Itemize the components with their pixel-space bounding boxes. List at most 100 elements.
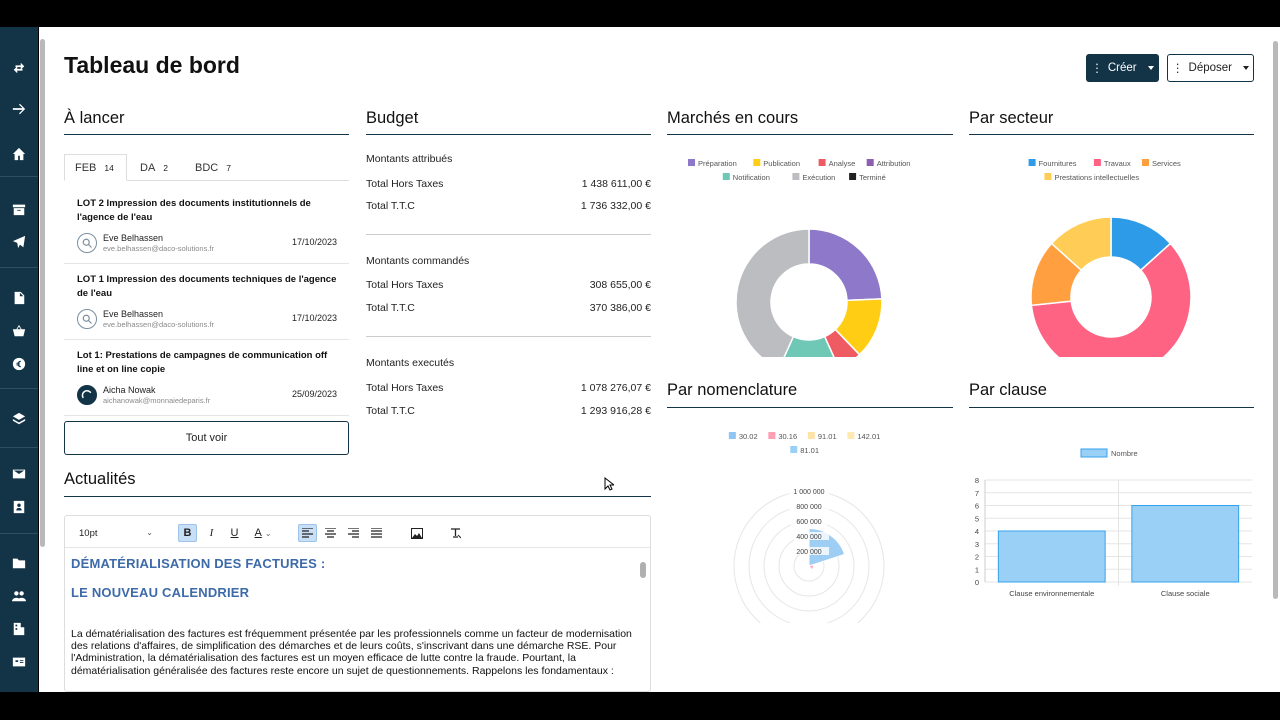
budget-row: Total Hors Taxes 1 438 611,00 € (366, 178, 651, 190)
legend-item-notification[interactable]: Notification (722, 173, 770, 182)
tab-bdc[interactable]: BDC 7 (185, 154, 241, 181)
legend-item-attribution[interactable]: Attribution (866, 159, 911, 168)
mail-check-icon[interactable] (9, 464, 29, 484)
bar-clause-environnementale[interactable] (997, 530, 1106, 583)
list-item[interactable]: LOT 2 Impression des documents instituti… (77, 197, 337, 259)
create-button[interactable]: ⋮ Créer (1086, 54, 1159, 82)
home-icon[interactable] (9, 144, 29, 164)
list-item[interactable]: LOT 1 Impression des documents technique… (77, 273, 337, 335)
section-title-news: Actualités (64, 470, 136, 488)
legend-item-nombre[interactable]: Nombre (1080, 448, 1138, 458)
legend-item-81-01[interactable]: 81.01 (790, 446, 819, 455)
section-title-budget: Budget (366, 109, 419, 127)
legend-item-91-01[interactable]: 91.01 (807, 432, 837, 441)
lot-title[interactable]: LOT 2 Impression des documents instituti… (77, 198, 311, 223)
bar-clause-sociale[interactable] (1131, 505, 1240, 583)
basket-icon[interactable] (9, 321, 29, 341)
deposit-label: Déposer (1188, 62, 1232, 74)
svg-text:91.01: 91.01 (818, 432, 837, 441)
sidebar-scrollbar[interactable] (39, 27, 47, 692)
list-item[interactable]: Lot 1: Prestations de campagnes de commu… (77, 349, 337, 411)
polar-segment-30-16[interactable] (808, 563, 814, 571)
align-center-button[interactable] (321, 524, 340, 542)
editor-content[interactable]: DÉMATÉRIALISATION DES FACTURES : LE NOUV… (71, 556, 636, 677)
legend-item-142-01[interactable]: 142.01 (847, 432, 880, 441)
lot-user-name: Eve Belhassen (103, 309, 164, 319)
legend-item-termin-[interactable]: Terminé (849, 173, 886, 182)
lot-user-name: Eve Belhassen (103, 233, 164, 243)
expand-arrow-icon[interactable] (9, 99, 29, 119)
lot-title[interactable]: LOT 1 Impression des documents technique… (77, 274, 337, 299)
svg-text:Exécution: Exécution (802, 173, 835, 182)
layers-icon[interactable] (9, 409, 29, 429)
users-icon[interactable] (9, 586, 29, 606)
deposit-button[interactable]: ⋮ Déposer (1167, 54, 1254, 82)
tab-feb[interactable]: FEB 14 (64, 154, 127, 181)
legend-item-ex-cution[interactable]: Exécution (792, 173, 835, 182)
underline-button[interactable]: U (230, 527, 239, 539)
budget-heading: Montants attribués (366, 153, 453, 165)
building-icon[interactable] (9, 619, 29, 639)
launch-tabs: FEB 14 DA 2 BDC 7 (64, 154, 349, 181)
legend-item-fournitures[interactable]: Fournitures (1028, 159, 1077, 168)
slice-prestations-intellectuelles[interactable] (1050, 216, 1112, 272)
text-color-button[interactable]: A ⌄ (254, 527, 272, 539)
clear-format-icon[interactable] (446, 524, 465, 542)
section-title-sector: Par secteur (969, 109, 1054, 127)
slice-ex-cution[interactable] (735, 228, 810, 357)
legend-item-analyse[interactable]: Analyse (818, 159, 856, 168)
legend-item-travaux[interactable]: Travaux (1093, 159, 1131, 168)
lot-date: 17/10/2023 (291, 237, 337, 247)
image-icon[interactable] (407, 524, 426, 542)
news-heading: DÉMATÉRIALISATION DES FACTURES : (71, 556, 326, 571)
y-tick-label: 3 (975, 540, 979, 549)
slice-notification[interactable] (779, 335, 839, 357)
send-icon[interactable] (9, 232, 29, 252)
tab-da[interactable]: DA 2 (130, 154, 178, 181)
budget-row: Total T.T.C 370 386,00 € (366, 302, 651, 314)
svg-text:Services: Services (1152, 159, 1181, 168)
document-icon[interactable] (9, 288, 29, 308)
y-tick-label: 7 (975, 489, 979, 498)
svg-text:Attribution: Attribution (877, 159, 911, 168)
tab-label: BDC (195, 161, 219, 174)
avatar (77, 309, 97, 329)
folder-icon[interactable] (9, 553, 29, 573)
legend-item-pr-paration[interactable]: Préparation (688, 159, 737, 168)
italic-button[interactable]: I (209, 527, 214, 539)
see-all-button[interactable]: Tout voir (64, 421, 349, 455)
id-card-icon[interactable] (9, 497, 29, 517)
slice-travaux[interactable] (1030, 242, 1192, 357)
svg-text:200 000: 200 000 (796, 549, 821, 556)
bold-button[interactable]: B (178, 524, 197, 542)
lot-title[interactable]: Lot 1: Prestations de campagnes de commu… (77, 350, 328, 375)
lot-date: 25/09/2023 (291, 389, 337, 399)
page-scrollbar[interactable] (1271, 27, 1280, 692)
editor-scrollbar[interactable] (639, 552, 647, 691)
news-editor[interactable]: 10pt ⌄ B I U A ⌄ DÉMATÉRIALISATION DES FAC… (64, 515, 651, 692)
legend-item-publication[interactable]: Publication (753, 159, 800, 168)
align-left-button[interactable] (298, 524, 317, 542)
swap-icon[interactable] (9, 58, 29, 78)
clause-bar-chart: Nombre 0 1 2 3 4 5 6 7 8 Clause environnementale Cl… (975, 448, 1252, 597)
svg-text:400 000: 400 000 (796, 534, 821, 541)
svg-text:Préparation: Préparation (698, 159, 737, 168)
legend-item-services[interactable]: Services (1142, 159, 1181, 168)
slice-pr-paration[interactable] (808, 228, 883, 302)
tab-count: 7 (226, 162, 231, 173)
archive-icon[interactable] (9, 199, 29, 219)
news-paragraph: La dématérialisation des factures est fr… (71, 628, 632, 677)
align-right-button[interactable] (344, 524, 363, 542)
align-justify-button[interactable] (367, 524, 386, 542)
legend-item-prestations-intellectuelles[interactable]: Prestations intellectuelles (1044, 173, 1139, 182)
mouse-cursor-icon (604, 477, 614, 491)
address-card-icon[interactable] (9, 652, 29, 672)
euro-icon[interactable] (9, 354, 29, 374)
font-size-select[interactable]: 10pt ⌄ (79, 527, 153, 539)
legend-item-30-02[interactable]: 30.02 (728, 432, 758, 441)
svg-text:Prestations intellectuelles: Prestations intellectuelles (1054, 173, 1139, 182)
budget-row: Total T.T.C 1 736 332,00 € (366, 200, 651, 212)
tab-label: DA (140, 161, 156, 174)
polar-tick-label: 400 000 (789, 532, 829, 541)
legend-item-30-16[interactable]: 30.16 (768, 432, 797, 441)
